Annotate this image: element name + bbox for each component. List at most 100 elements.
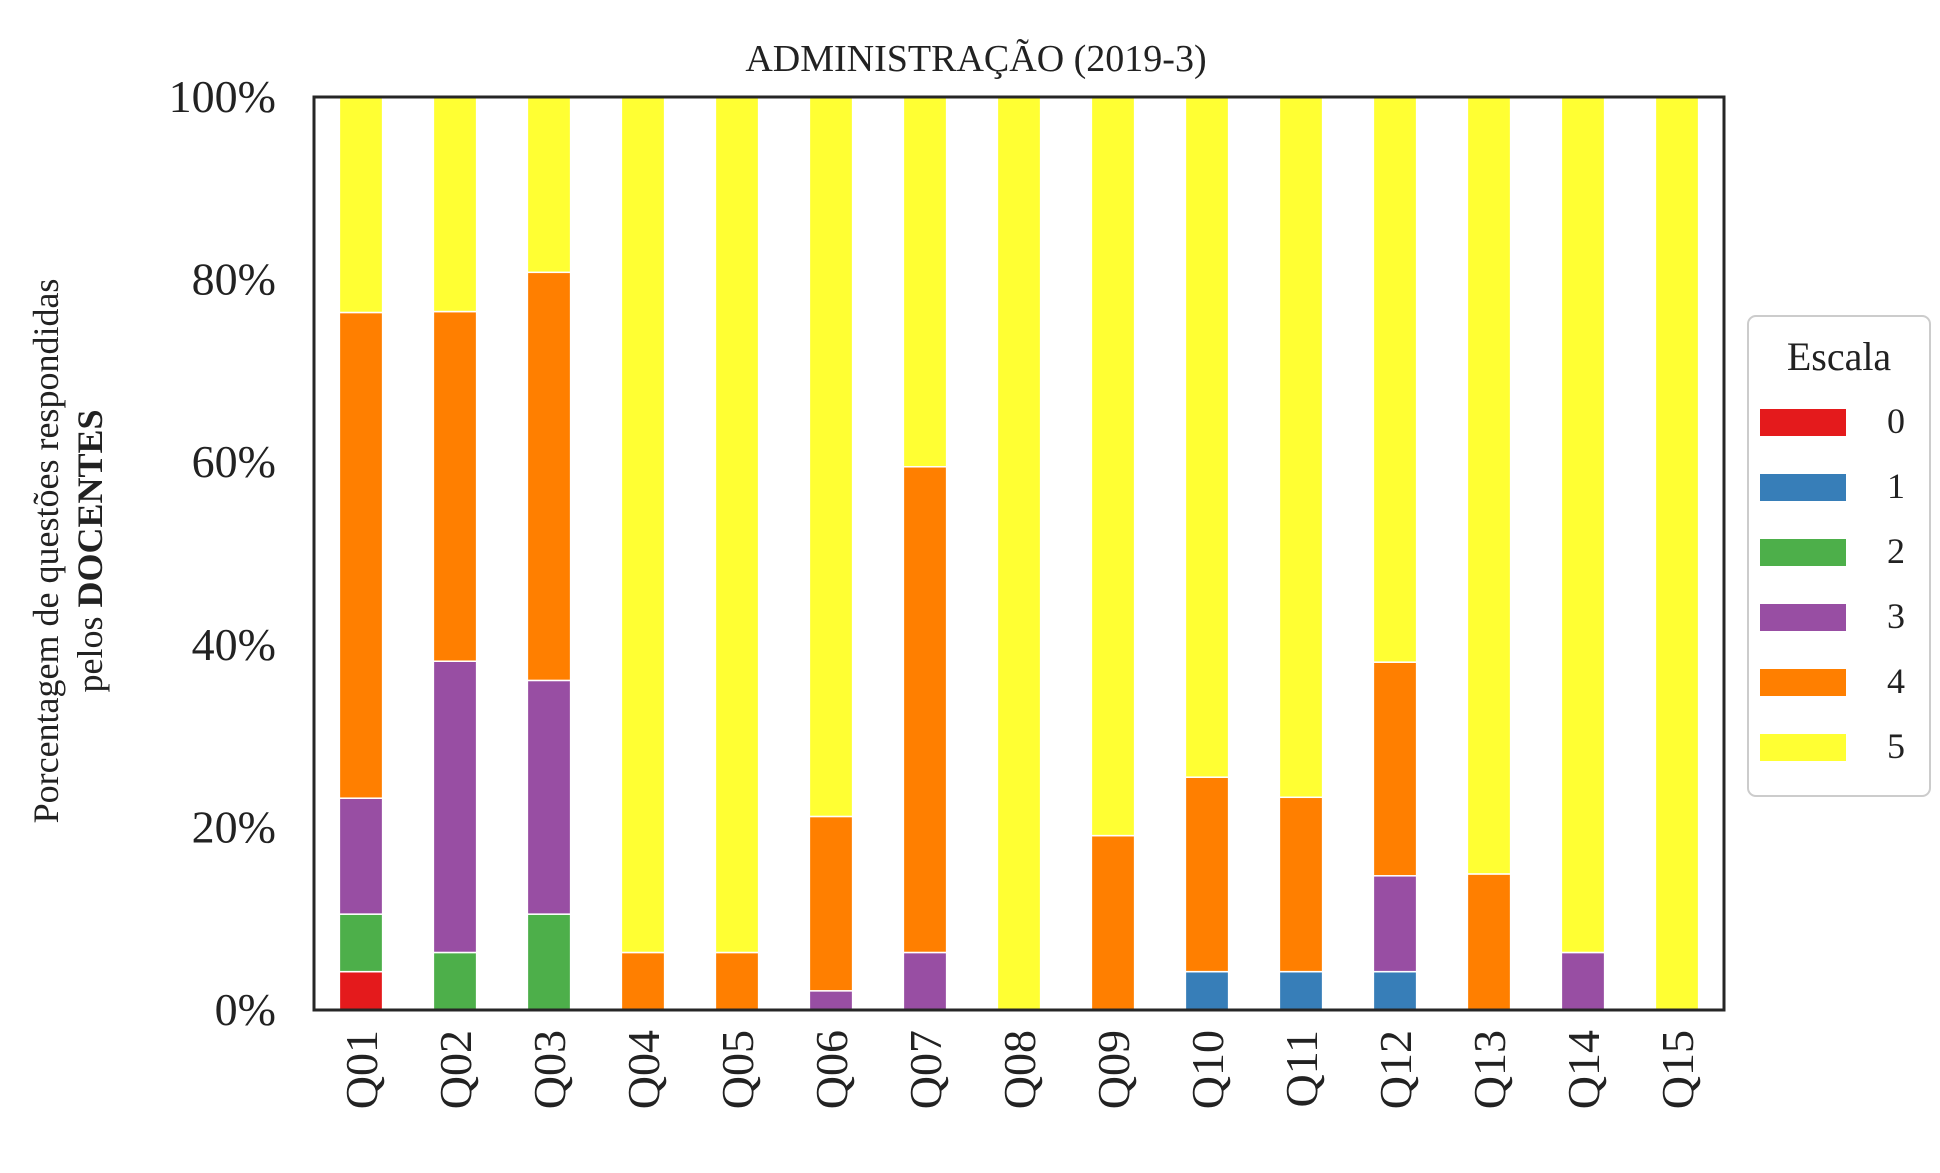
- legend-item-1: 1: [1760, 466, 1905, 506]
- x-tick-label-q09: Q09: [1088, 1030, 1139, 1109]
- bar-q09-scale-4: [1090, 834, 1136, 1011]
- bar-q12-scale-4: [1372, 661, 1418, 877]
- legend-item-0: 0: [1760, 401, 1905, 441]
- bar-q02-scale-2: [432, 951, 478, 1011]
- bar-q03-scale-2: [526, 913, 572, 1011]
- y-tick-label-0: 0%: [215, 984, 276, 1035]
- bar-q06-scale-3: [808, 990, 854, 1011]
- bar-stack-q06: [808, 96, 854, 1011]
- x-tick-label-q07: Q07: [900, 1030, 951, 1109]
- bar-stack-q05: [714, 96, 760, 1011]
- legend-label-0: 0: [1887, 401, 1905, 441]
- bar-stack-q01: [338, 96, 384, 1011]
- bar-q01-scale-4: [338, 311, 384, 799]
- bar-q13-scale-4: [1466, 873, 1512, 1011]
- bar-q01-scale-5: [338, 96, 384, 314]
- bar-q07-scale-5: [902, 96, 948, 468]
- legend-label-2: 2: [1887, 531, 1905, 571]
- bar-stack-q10: [1184, 96, 1230, 1011]
- legend-swatch-3: [1760, 604, 1846, 631]
- y-axis-label-line2: pelos DOCENTES: [70, 409, 110, 692]
- x-tick-label-q06: Q06: [806, 1030, 857, 1109]
- bar-q08-scale-5: [996, 96, 1042, 1011]
- bar-q07-scale-4: [902, 466, 948, 954]
- bar-q03-scale-5: [526, 96, 572, 274]
- bar-q11-scale-5: [1278, 96, 1324, 799]
- legend-label-4: 4: [1887, 661, 1905, 701]
- legend-swatch-0: [1760, 409, 1846, 436]
- chart-title: ADMINISTRAÇÃO (2019-3): [745, 38, 1206, 80]
- y-axis-label-prefix: pelos: [70, 608, 110, 693]
- x-tick-label-q04: Q04: [618, 1030, 669, 1109]
- bar-q13-scale-5: [1466, 96, 1512, 875]
- bar-stack-q14: [1560, 96, 1606, 1011]
- bar-stack-q11: [1278, 96, 1324, 1011]
- y-tick-label-40: 40%: [192, 619, 276, 670]
- bar-q10-scale-1: [1184, 970, 1230, 1011]
- x-ticks: Q01 Q02 Q03 Q04 Q05 Q06 Q07 Q08 Q09 Q10 Q11 Q12 Q13 Q…: [336, 1030, 1703, 1109]
- plot-frame: [312, 95, 1726, 1012]
- x-tick-label-q05: Q05: [712, 1030, 763, 1109]
- bar-q10-scale-5: [1184, 96, 1230, 778]
- bar-stack-q12: [1372, 96, 1418, 1011]
- bar-stack-q04: [620, 96, 666, 1011]
- bar-q04-scale-5: [620, 96, 666, 954]
- bar-q14-scale-5: [1560, 96, 1606, 954]
- bar-stack-q03: [526, 96, 572, 1011]
- bar-q10-scale-4: [1184, 776, 1230, 973]
- legend-items: 0 1 2 3 4 5: [1760, 401, 1905, 766]
- bar-q05-scale-5: [714, 96, 760, 954]
- bar-q04-scale-4: [620, 951, 666, 1011]
- y-axis-label-line1: Porcentagem de questões respondidas: [26, 279, 66, 824]
- bar-q05-scale-4: [714, 951, 760, 1011]
- legend-item-3: 3: [1760, 596, 1905, 636]
- legend-item-4: 4: [1760, 661, 1905, 701]
- x-tick-label-q11: Q11: [1276, 1030, 1327, 1108]
- bar-q14-scale-3: [1560, 951, 1606, 1011]
- y-tick-label-100: 100%: [169, 71, 276, 122]
- bar-q01-scale-2: [338, 913, 384, 973]
- x-tick-label-q02: Q02: [430, 1030, 481, 1109]
- x-tick-label-q15: Q15: [1652, 1030, 1703, 1109]
- legend-label-1: 1: [1887, 466, 1905, 506]
- y-tick-label-20: 20%: [192, 801, 276, 852]
- y-axis-label-bold: DOCENTES: [70, 409, 110, 607]
- bar-q02-scale-5: [432, 96, 478, 313]
- bar-stack-q09: [1090, 96, 1136, 1011]
- bar-q15-scale-5: [1654, 96, 1700, 1011]
- bar-q02-scale-4: [432, 310, 478, 662]
- bar-q11-scale-4: [1278, 796, 1324, 973]
- x-tick-label-q10: Q10: [1182, 1030, 1233, 1109]
- x-tick-label-q12: Q12: [1370, 1030, 1421, 1109]
- bar-stack-q08: [996, 96, 1042, 1011]
- bar-stack-q07: [902, 96, 948, 1011]
- bar-q06-scale-5: [808, 96, 854, 818]
- y-axis-label: Porcentagem de questões respondidas pelo…: [26, 279, 110, 824]
- legend: Escala 0 1 2 3 4 5: [1747, 315, 1931, 797]
- bar-stack-q15: [1654, 96, 1700, 1011]
- legend-swatch-1: [1760, 474, 1846, 501]
- bars-layer: [338, 96, 1700, 1011]
- legend-swatch-2: [1760, 539, 1846, 566]
- y-tick-label-60: 60%: [192, 436, 276, 487]
- legend-swatch-5: [1760, 734, 1846, 761]
- bar-q12-scale-3: [1372, 875, 1418, 973]
- y-tick-label-80: 80%: [192, 254, 276, 305]
- bar-q12-scale-1: [1372, 970, 1418, 1011]
- bar-q07-scale-3: [902, 951, 948, 1011]
- x-tick-label-q13: Q13: [1464, 1030, 1515, 1109]
- bar-q01-scale-3: [338, 797, 384, 915]
- bar-stack-q02: [432, 96, 478, 1011]
- bar-q03-scale-3: [526, 679, 572, 915]
- y-ticks: 0% 20% 40% 60% 80% 100%: [169, 71, 276, 1035]
- bar-q06-scale-4: [808, 815, 854, 992]
- x-tick-label-q03: Q03: [524, 1030, 575, 1109]
- x-tick-label-q14: Q14: [1558, 1030, 1609, 1109]
- bar-q03-scale-4: [526, 271, 572, 682]
- legend-item-2: 2: [1760, 531, 1905, 571]
- legend-label-5: 5: [1887, 726, 1905, 766]
- legend-label-3: 3: [1887, 596, 1905, 636]
- bar-stack-q13: [1466, 96, 1512, 1011]
